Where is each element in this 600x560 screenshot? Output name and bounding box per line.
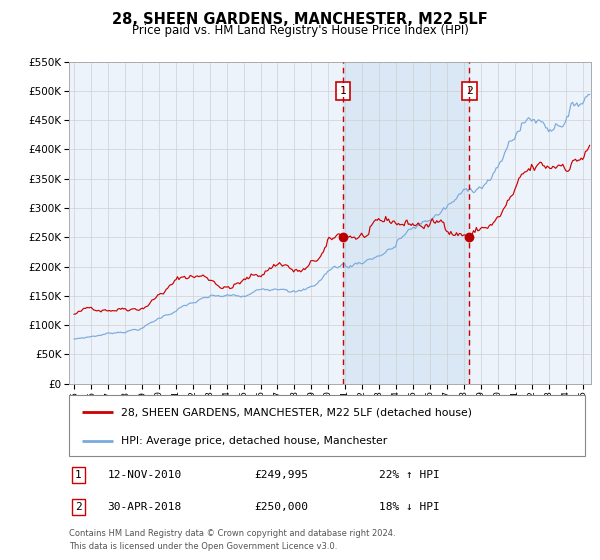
Text: £250,000: £250,000 <box>255 502 309 512</box>
Text: 2: 2 <box>75 502 82 512</box>
Text: Contains HM Land Registry data © Crown copyright and database right 2024.
This d: Contains HM Land Registry data © Crown c… <box>69 529 395 550</box>
Text: Price paid vs. HM Land Registry's House Price Index (HPI): Price paid vs. HM Land Registry's House … <box>131 24 469 38</box>
Text: 28, SHEEN GARDENS, MANCHESTER, M22 5LF (detached house): 28, SHEEN GARDENS, MANCHESTER, M22 5LF (… <box>121 407 472 417</box>
Text: 18% ↓ HPI: 18% ↓ HPI <box>379 502 439 512</box>
Text: HPI: Average price, detached house, Manchester: HPI: Average price, detached house, Manc… <box>121 436 387 446</box>
Text: 1: 1 <box>75 470 82 480</box>
Text: 2: 2 <box>466 86 473 96</box>
Text: 1: 1 <box>340 86 346 96</box>
Text: 30-APR-2018: 30-APR-2018 <box>108 502 182 512</box>
Text: 28, SHEEN GARDENS, MANCHESTER, M22 5LF: 28, SHEEN GARDENS, MANCHESTER, M22 5LF <box>112 12 488 27</box>
Bar <box>343 62 469 384</box>
FancyBboxPatch shape <box>69 395 585 456</box>
Text: £249,995: £249,995 <box>255 470 309 480</box>
Text: 12-NOV-2010: 12-NOV-2010 <box>108 470 182 480</box>
Text: 22% ↑ HPI: 22% ↑ HPI <box>379 470 439 480</box>
